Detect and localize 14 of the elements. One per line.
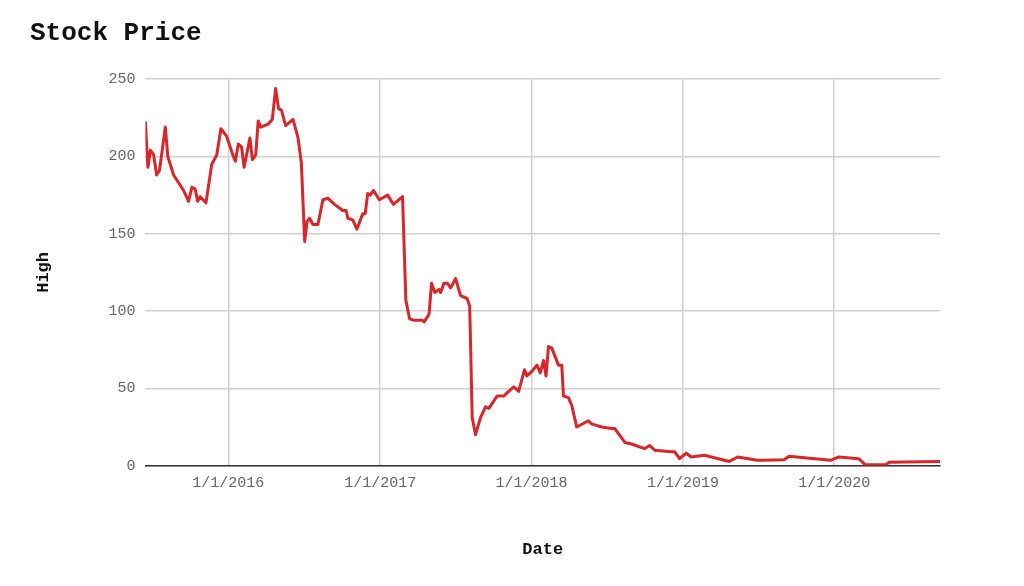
- y-tick-label: 50: [117, 380, 136, 398]
- x-tick-label: 1/1/2018: [495, 474, 568, 492]
- y-axis-title: High: [34, 251, 54, 293]
- x-axis-title: Date: [522, 540, 564, 560]
- y-tick-label: 200: [108, 148, 136, 166]
- y-tick-label: 0: [126, 457, 136, 475]
- y-tick-label: 150: [108, 225, 136, 243]
- x-tick-label: 1/1/2019: [646, 474, 719, 492]
- y-tick-label: 100: [108, 303, 136, 321]
- x-tick-label: 1/1/2017: [344, 474, 417, 492]
- chart-title: Stock Price: [30, 18, 202, 49]
- x-tick-label: 1/1/2016: [192, 474, 265, 492]
- y-tick-label: 250: [108, 71, 136, 89]
- x-tick-label: 1/1/2020: [798, 474, 871, 492]
